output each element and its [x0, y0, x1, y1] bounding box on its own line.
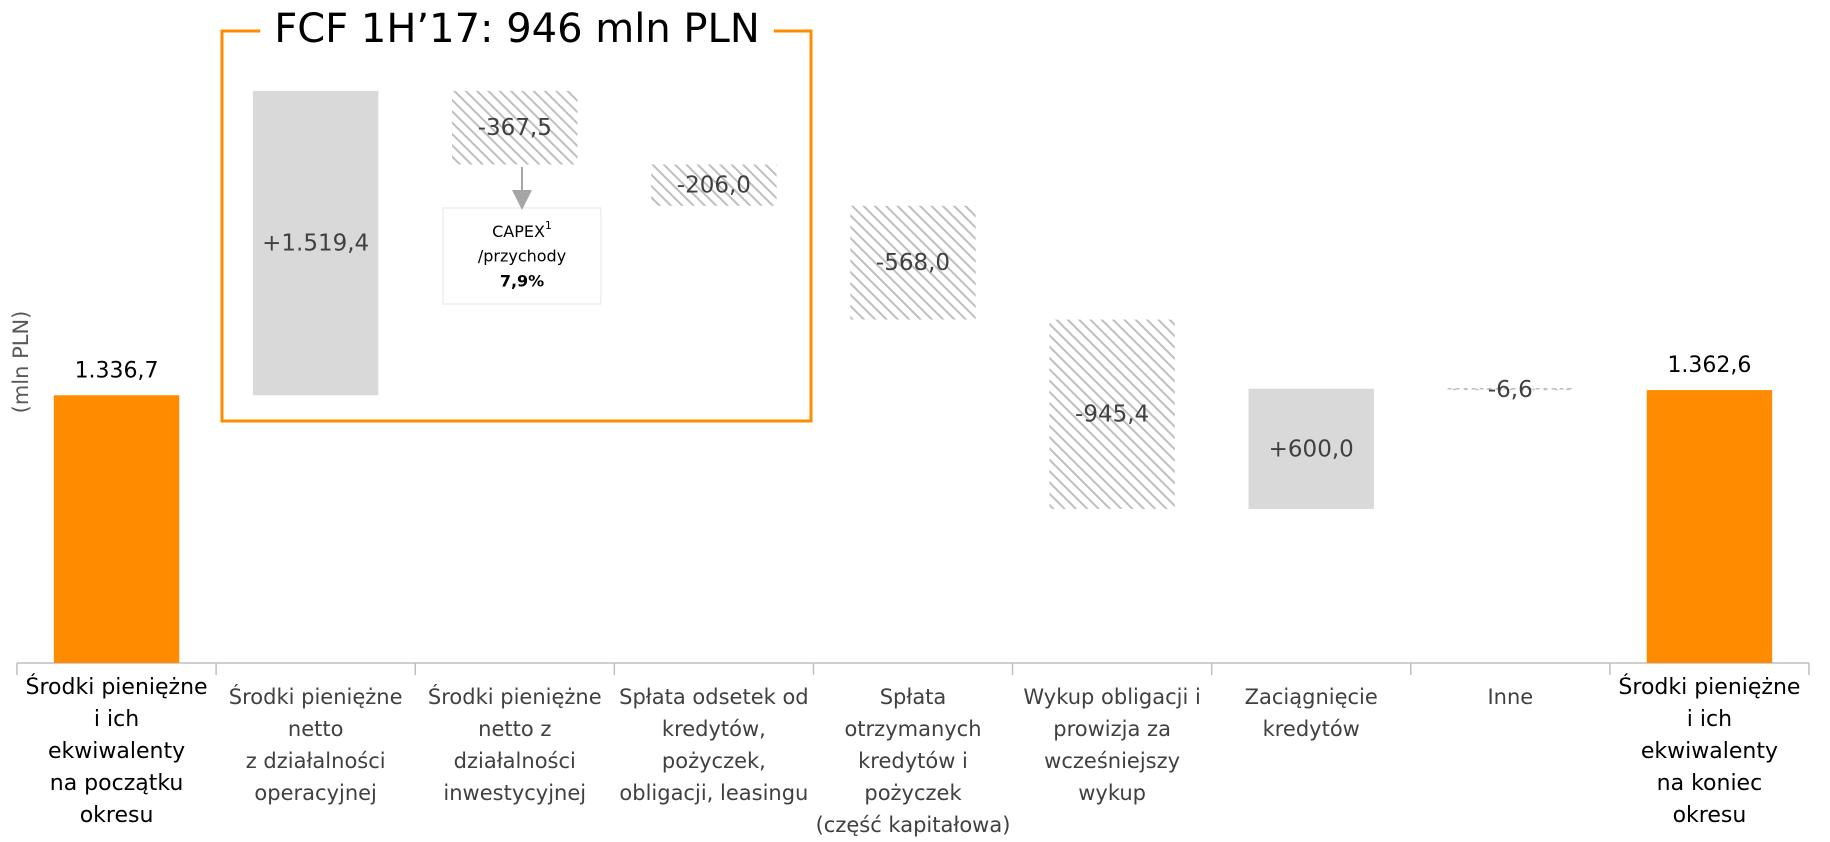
x-tick-label: i ich	[1687, 707, 1732, 732]
bar	[1248, 388, 1374, 509]
x-tick-label: netto	[288, 717, 344, 741]
bar	[651, 164, 777, 206]
x-tick-label: netto z	[478, 717, 551, 741]
capex-text: /przychody	[478, 247, 566, 266]
value-label: -945,4	[1075, 402, 1149, 428]
capex-label-text: CAPEX	[492, 222, 545, 241]
x-tick-label: inwestycyjnej	[443, 781, 586, 805]
x-tick-label: z działalności	[246, 749, 386, 773]
x-tick-label: ekwiwalenty	[1641, 739, 1778, 764]
y-axis-label: (mln PLN)	[9, 311, 33, 414]
capex-label: CAPEX1	[492, 219, 552, 241]
x-tick-label: wykup	[1078, 781, 1146, 805]
x-tick-label: otrzymanych	[844, 717, 981, 741]
x-tick-label: Inne	[1487, 685, 1533, 709]
x-tick-label: pożyczek,	[662, 749, 766, 773]
x-tick-label: działalności	[454, 749, 576, 773]
chart-title: FCF 1H’17: 946 mln PLN	[274, 6, 760, 52]
x-tick-label: okresu	[80, 803, 154, 828]
x-tick-label: Środki pieniężne	[428, 684, 602, 709]
value-label: 1.362,6	[1667, 353, 1751, 378]
x-tick-label: Spłata odsetek od	[619, 685, 808, 709]
x-tick-label: prowizja za	[1053, 717, 1171, 741]
x-tick-label: Spłata	[880, 685, 947, 709]
bar	[1447, 388, 1574, 391]
x-tick-label: Zaciągnięcie	[1245, 685, 1378, 709]
capex-value: 7,9%	[500, 272, 544, 291]
value-label: -206,0	[677, 173, 751, 199]
bar	[452, 90, 578, 165]
x-tick-label: obligacji, leasingu	[619, 781, 808, 805]
x-tick-label: kredytów	[1263, 717, 1360, 741]
x-tick-label: i ich	[94, 707, 139, 732]
bar	[850, 205, 976, 320]
capex-footnote: 1	[545, 219, 552, 232]
x-tick-label: kredytów,	[662, 717, 766, 741]
value-label: -568,0	[876, 250, 950, 276]
x-tick-label: Środki pieniężne	[1618, 674, 1800, 700]
x-tick-label: Wykup obligacji i	[1023, 685, 1200, 709]
capex-box	[442, 207, 602, 305]
value-label: 1.336,7	[75, 358, 159, 383]
x-tick-label: okresu	[1673, 803, 1747, 828]
x-tick-label: pożyczek	[864, 781, 962, 805]
value-label: +1.519,4	[262, 231, 369, 257]
bar	[1049, 319, 1175, 509]
x-tick-label: Środki pieniężne	[229, 684, 403, 709]
value-label: +600,0	[1269, 436, 1354, 462]
title-background	[260, 6, 774, 52]
x-tick-label: na początku	[50, 771, 184, 796]
x-tick-label: wcześniejszy	[1044, 749, 1180, 773]
x-tick-label: operacyjnej	[254, 781, 376, 805]
value-label: -6,6	[1488, 377, 1533, 403]
x-tick-label: kredytów i	[858, 749, 968, 773]
x-tick-label: ekwiwalenty	[48, 739, 185, 764]
x-tick-label: (część kapitałowa)	[816, 813, 1011, 837]
x-tick-label: na koniec	[1657, 771, 1763, 796]
bar	[252, 90, 379, 396]
x-tick-label: Środki pieniężne	[26, 674, 208, 700]
bar	[53, 395, 180, 663]
bar	[1646, 390, 1773, 663]
value-label: -367,5	[478, 115, 552, 141]
